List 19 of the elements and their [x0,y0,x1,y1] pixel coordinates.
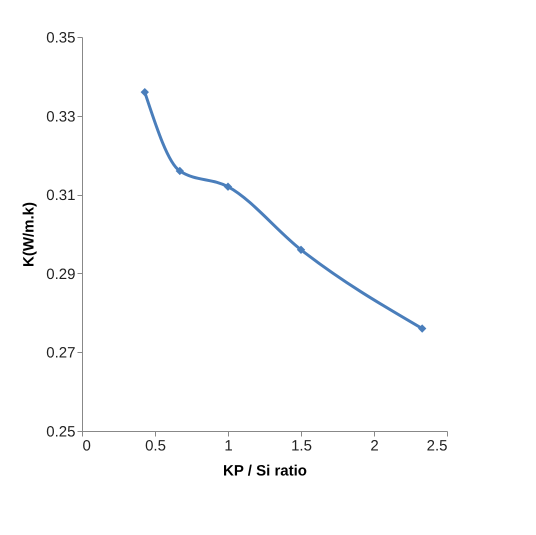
y-tick-label: 0.31 [46,187,76,204]
y-tick-label: 0.29 [46,266,76,283]
x-tick-label: 1 [224,438,233,454]
x-tick-label: 0 [82,438,91,454]
y-axis-title: K(W/m.k) [20,202,38,267]
point [140,88,149,96]
point [418,324,426,333]
y-tick-label: 0.33 [46,108,76,126]
x-tick-label: 0.5 [145,438,166,454]
x-tick-label: 2.5 [426,438,448,454]
y-tick-label: 0.27 [46,344,76,362]
x-tick-label: 2 [370,438,379,454]
x-tick-label: 1.5 [291,438,312,454]
point [296,246,306,254]
y-tick-label: 0.35 [46,30,76,46]
point [224,182,232,191]
y-tick-label: 0.25 [46,424,76,440]
x-axis-title: KP / Si ratio [223,462,307,480]
point [176,166,184,176]
